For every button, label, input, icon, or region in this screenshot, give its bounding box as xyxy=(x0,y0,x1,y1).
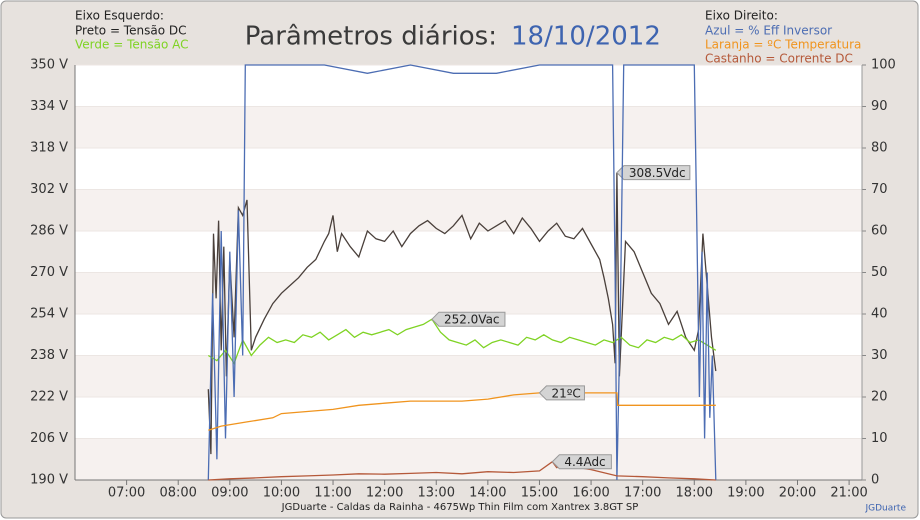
x-tick-label: 18:00 xyxy=(676,486,713,501)
left-axis-heading: Eixo Esquerdo: xyxy=(75,9,164,23)
chart-title: Parâmetros diários: xyxy=(245,22,497,52)
series-line xyxy=(207,64,717,481)
y2-tick-label: 0 xyxy=(871,473,879,488)
grid-band xyxy=(75,272,862,314)
x-tick-label: 15:00 xyxy=(521,486,558,501)
peak-callout: 252.0Vac xyxy=(431,311,506,327)
peak-label: 252.0Vac xyxy=(444,313,500,327)
x-tick-label: 17:00 xyxy=(624,486,661,501)
y2-tick-label: 10 xyxy=(871,431,888,446)
y2-tick-label: 60 xyxy=(871,224,888,239)
legend-entry: Castanho = Corrente DC xyxy=(705,52,853,66)
y-tick-label: 350 V xyxy=(30,58,68,73)
x-tick-label: 16:00 xyxy=(572,486,609,501)
y-tick-label: 318 V xyxy=(30,141,68,156)
x-tick-label: 08:00 xyxy=(159,486,196,501)
right-axis-heading: Eixo Direito: xyxy=(705,9,778,23)
peak-callout: 308.5Vdc xyxy=(616,165,691,181)
footer: JGDuarte - Caldas da Rainha - 4675Wp Thi… xyxy=(281,502,639,513)
y-tick-label: 334 V xyxy=(30,99,68,114)
x-tick-label: 12:00 xyxy=(366,486,403,501)
grid-band xyxy=(75,355,862,397)
callout-box xyxy=(538,385,585,401)
y2-tick-label: 90 xyxy=(871,99,888,114)
grid-band xyxy=(75,106,862,148)
callout-box xyxy=(551,454,612,470)
series-line xyxy=(207,172,717,455)
peak-label: 21ºC xyxy=(551,386,580,400)
grid-band xyxy=(75,189,862,231)
x-tick-label: 10:00 xyxy=(263,486,300,501)
y2-tick-label: 100 xyxy=(871,58,896,73)
y-tick-label: 238 V xyxy=(30,348,68,363)
series-line xyxy=(207,318,717,365)
x-tick-label: 13:00 xyxy=(418,486,455,501)
peak-callout: 4.4Adc xyxy=(551,454,612,470)
x-tick-label: 09:00 xyxy=(211,486,248,501)
chart-subtitle: 18/10/2012 xyxy=(511,22,661,52)
x-tick-label: 21:00 xyxy=(830,486,867,501)
y-tick-label: 270 V xyxy=(30,265,68,280)
y2-tick-label: 40 xyxy=(871,307,888,322)
y-tick-label: 286 V xyxy=(30,224,68,239)
y-tick-label: 206 V xyxy=(30,431,68,446)
legend-entry: Preto = Tensão DC xyxy=(75,24,186,38)
series-line xyxy=(208,392,716,431)
y2-tick-label: 20 xyxy=(871,390,888,405)
peak-label: 308.5Vdc xyxy=(629,166,686,180)
y2-tick-label: 30 xyxy=(871,348,888,363)
y-tick-label: 222 V xyxy=(30,390,68,405)
peak-callout: 21ºC xyxy=(538,385,585,401)
legend-entry: Azul = % Eff Inversor xyxy=(705,24,832,38)
y-tick-label: 190 V xyxy=(30,473,68,488)
callout-box xyxy=(431,311,506,327)
legend-entry: Laranja = ºC Temperatura xyxy=(705,38,861,52)
series-line xyxy=(208,460,716,481)
y2-tick-label: 70 xyxy=(871,182,888,197)
x-tick-label: 07:00 xyxy=(108,486,145,501)
legend-entry: Verde = Tensão AC xyxy=(75,38,188,52)
x-tick-label: 19:00 xyxy=(727,486,764,501)
peak-label: 4.4Adc xyxy=(564,455,605,469)
x-tick-label: 20:00 xyxy=(779,486,816,501)
credit: JGDuarte xyxy=(864,504,906,514)
x-tick-label: 14:00 xyxy=(469,486,506,501)
y-tick-label: 302 V xyxy=(30,182,68,197)
y2-tick-label: 50 xyxy=(871,265,888,280)
y2-tick-label: 80 xyxy=(871,141,888,156)
x-tick-label: 11:00 xyxy=(314,486,351,501)
y-tick-label: 254 V xyxy=(30,307,68,322)
